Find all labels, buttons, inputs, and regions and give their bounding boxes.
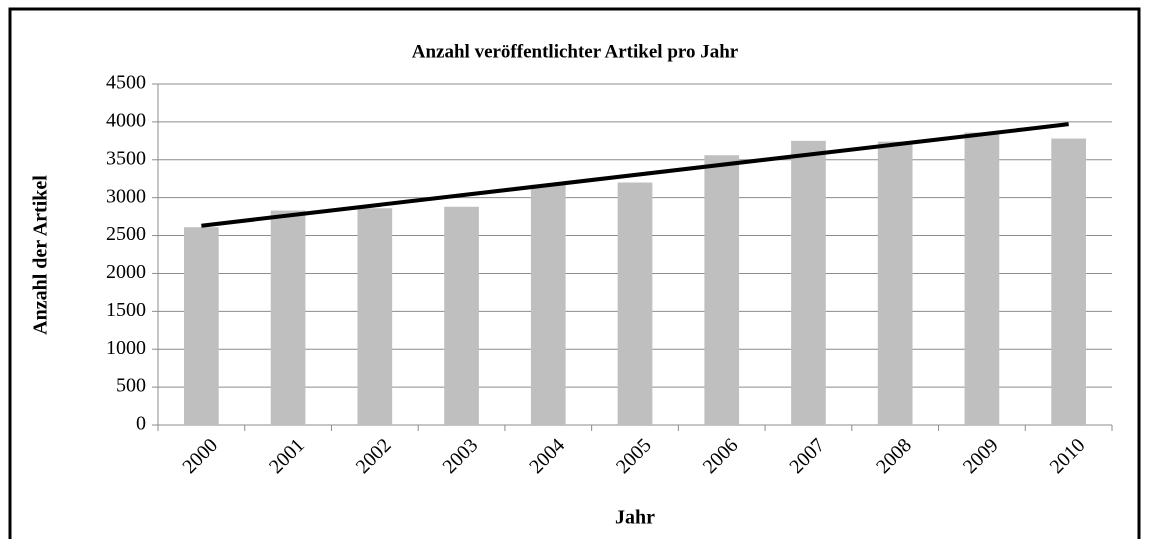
bar xyxy=(184,227,219,425)
bar xyxy=(530,184,566,425)
x-tick-label: 2001 xyxy=(265,434,309,478)
x-tick-label: 2003 xyxy=(438,434,482,478)
y-tick-label: 1500 xyxy=(106,299,146,321)
bar xyxy=(791,140,826,426)
y-tick-label: 500 xyxy=(116,375,146,397)
y-tick-label: 4500 xyxy=(106,72,146,94)
y-tick-label: 3500 xyxy=(106,147,146,169)
bar xyxy=(704,155,740,425)
y-tick-label: 2000 xyxy=(106,261,146,283)
bar xyxy=(270,210,306,425)
y-tick-label: 0 xyxy=(136,413,146,435)
x-tick-label: 2007 xyxy=(785,434,829,478)
y-axis-label: Anzahl der Artikel xyxy=(30,175,52,335)
chart-frame xyxy=(8,7,1141,539)
bar xyxy=(444,206,479,425)
y-tick-label: 4000 xyxy=(106,109,146,131)
bar xyxy=(617,182,653,425)
chart-title: Anzahl veröffentlichter Artikel pro Jahr xyxy=(412,41,739,62)
bar xyxy=(357,208,393,425)
x-tick-label: 2009 xyxy=(959,434,1003,478)
x-tick-label: 2008 xyxy=(872,434,916,478)
x-tick-label: 2000 xyxy=(178,434,222,478)
trend-line xyxy=(201,122,1069,228)
x-tick-label: 2010 xyxy=(1046,434,1090,478)
x-tick-label: 2004 xyxy=(525,434,569,478)
y-tick-label: 1000 xyxy=(106,337,146,359)
bar xyxy=(877,141,913,425)
x-tick-label: 2005 xyxy=(612,434,656,478)
x-axis-label: Jahr xyxy=(615,507,655,529)
bar xyxy=(1051,138,1086,425)
bar xyxy=(964,132,1000,425)
y-tick-label: 2500 xyxy=(106,223,146,245)
x-tick-label: 2002 xyxy=(352,434,396,478)
y-tick-label: 3000 xyxy=(106,185,146,207)
x-tick-label: 2006 xyxy=(699,434,743,478)
